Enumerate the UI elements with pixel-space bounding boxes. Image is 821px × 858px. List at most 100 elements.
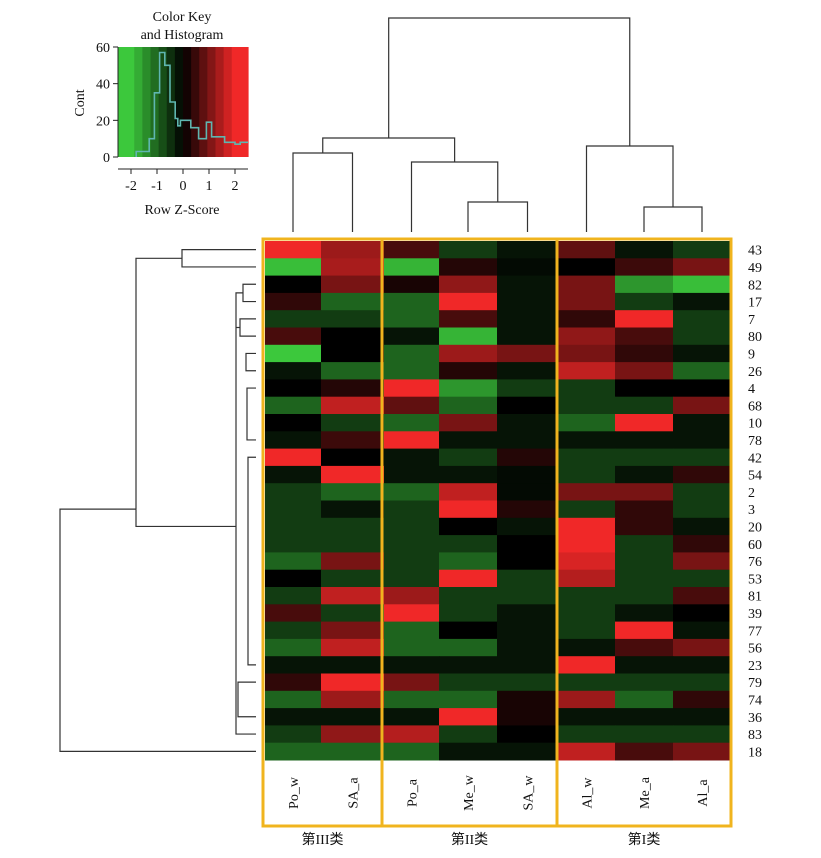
heatmap-cell	[439, 344, 498, 363]
heatmap-cell	[497, 500, 559, 519]
heatmap-cell	[265, 414, 322, 432]
heatmap-cell	[265, 431, 322, 450]
key-strip	[118, 47, 127, 157]
heatmap-cell	[615, 414, 674, 432]
heatmap-cell	[673, 431, 732, 450]
heatmap-cell	[265, 725, 322, 744]
row-label: 74	[748, 693, 762, 708]
heatmap-cell	[558, 535, 616, 553]
heatmap-cell	[673, 673, 732, 692]
key-title-line1: Color Key	[153, 10, 212, 25]
heatmap-cell	[615, 690, 674, 709]
heatmap-cell	[558, 725, 616, 744]
heatmap-cell	[321, 587, 385, 605]
key-x-tick-label: 1	[206, 179, 213, 194]
key-strip	[158, 47, 168, 157]
heatmap-cell	[558, 396, 616, 415]
heatmap-cell	[673, 379, 732, 398]
heatmap-cell	[497, 673, 559, 692]
heatmap-cell	[384, 483, 440, 501]
row-label: 39	[748, 607, 762, 622]
heatmap-cell	[673, 310, 732, 328]
heatmap-cell	[615, 483, 674, 501]
column-dendrogram-branch	[643, 206, 703, 232]
key-strip	[215, 47, 225, 157]
heatmap-cell	[265, 708, 322, 726]
heatmap-cell	[265, 241, 322, 259]
heatmap-cell	[497, 742, 559, 761]
heatmap-cell	[384, 656, 440, 674]
heatmap-cell	[439, 552, 498, 571]
heatmap-cell	[673, 275, 732, 294]
heatmap-cell	[497, 379, 559, 398]
heatmap-cell	[615, 396, 674, 415]
heatmap-cell	[384, 327, 440, 346]
heatmap-cell	[558, 604, 616, 623]
heatmap-cell	[384, 690, 440, 709]
heatmap-cell	[558, 483, 616, 501]
heatmap-cell	[321, 344, 385, 363]
heatmap-cell	[321, 327, 385, 346]
heatmap-cell	[673, 552, 732, 571]
column-dendrogram	[292, 17, 703, 232]
heatmap-cell	[615, 258, 674, 277]
key-x-tick-label: 0	[180, 179, 187, 194]
column-dendrogram-branch	[388, 17, 631, 146]
heatmap-cell	[321, 604, 385, 623]
heatmap-cell	[615, 708, 674, 726]
row-dendrogram-branch	[135, 509, 236, 528]
heatmap-cell	[321, 621, 385, 640]
heatmap-cell	[673, 258, 732, 277]
row-label: 76	[748, 555, 762, 570]
heatmap-cell	[558, 431, 616, 450]
heatmap-cell	[497, 656, 559, 674]
group-boxes	[261, 237, 733, 828]
heatmap-cell	[615, 517, 674, 536]
row-label: 77	[748, 624, 762, 639]
heatmap-cell	[615, 656, 674, 674]
heatmap-cell	[439, 310, 498, 328]
heatmap-cell	[497, 241, 559, 259]
heatmap-cell	[384, 448, 440, 467]
heatmap-cell	[439, 362, 498, 380]
heatmap-cell	[439, 517, 498, 536]
heatmap-cell	[497, 569, 559, 588]
heatmap-cell	[321, 535, 385, 553]
heatmap-cell	[265, 690, 322, 709]
row-dendrogram	[59, 249, 256, 752]
row-label: 83	[748, 728, 762, 743]
key-ylabel: Cont	[73, 89, 88, 116]
heatmap-cell	[265, 656, 322, 674]
heatmap-cell	[321, 258, 385, 277]
heatmap-cell	[558, 500, 616, 519]
heatmap-cell	[384, 742, 440, 761]
heatmap-cell	[384, 725, 440, 744]
row-label: 18	[748, 745, 762, 760]
heatmap-cell	[265, 621, 322, 640]
heatmap-cell	[321, 465, 385, 484]
row-label: 78	[748, 434, 762, 449]
row-label: 23	[748, 659, 762, 674]
heatmap-cell	[384, 638, 440, 657]
heatmap-cell	[497, 483, 559, 501]
heatmap-cell	[673, 690, 732, 709]
group-labels: 第III类 第II类 第I类	[302, 831, 661, 848]
row-dendrogram-branch	[235, 292, 256, 735]
heatmap-cell	[558, 275, 616, 294]
heatmap-cell	[558, 517, 616, 536]
key-title-line2: and Histogram	[141, 28, 224, 43]
heatmap-cell	[439, 690, 498, 709]
column-labels: Po_w SA_a Po_a Me_w SA_w Al_w Me_a Al_a	[287, 774, 711, 811]
heatmap-cell	[673, 500, 732, 519]
heatmap-cell	[439, 604, 498, 623]
heatmap-cell	[321, 500, 385, 519]
row-label: 49	[748, 261, 762, 276]
heatmap-cell	[321, 448, 385, 467]
column-label: SA_w	[522, 775, 537, 811]
heatmap-cell	[321, 552, 385, 571]
group-label: 第I类	[628, 831, 661, 848]
key-x-tick-label: 2	[232, 179, 239, 194]
heatmap-cell	[384, 275, 440, 294]
heatmap-cell	[439, 656, 498, 674]
